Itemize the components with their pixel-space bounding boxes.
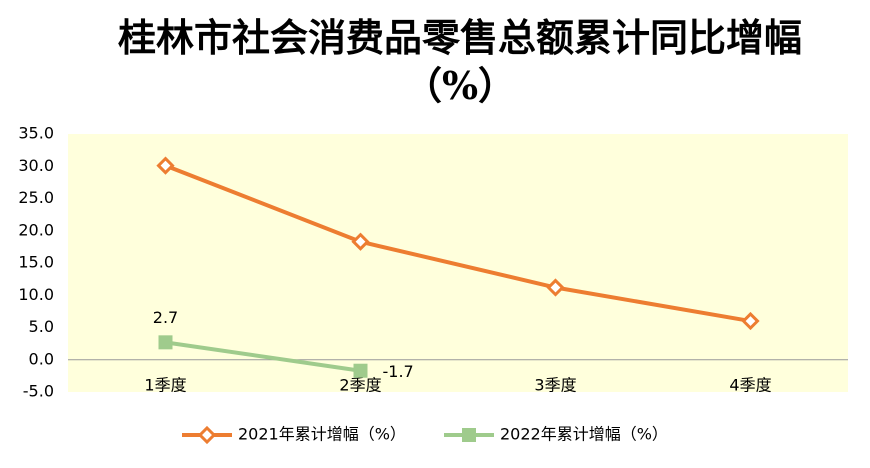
x-tick-label: 3季度	[534, 375, 576, 394]
data-label: -1.7	[383, 362, 414, 381]
legend-marker	[197, 425, 217, 445]
y-tick-label: 5.0	[29, 317, 54, 336]
legend-marker	[462, 428, 476, 442]
legend-label: 2021年累计增幅（%）	[238, 425, 406, 444]
x-tick-label: 2季度	[339, 375, 381, 394]
y-tick-label: 25.0	[18, 188, 54, 207]
marker	[158, 335, 173, 350]
line	[165, 340, 361, 373]
y-tick-label: 20.0	[18, 220, 54, 239]
line	[164, 163, 751, 324]
chart-title: 桂林市社会消费品零售总额累计同比增幅（%）	[117, 15, 802, 108]
marker	[351, 232, 370, 251]
marker	[741, 311, 760, 331]
y-tick-label: 10.0	[18, 285, 54, 304]
y-tick-label: 35.0	[18, 124, 54, 143]
marker	[156, 156, 175, 175]
x-tick-label: 4季度	[729, 375, 771, 394]
y-tick-label: 15.0	[18, 253, 54, 272]
data-label: 2.7	[153, 308, 178, 327]
marker	[353, 363, 368, 378]
marker	[546, 278, 565, 297]
legend-label: 2022年累计增幅（%）	[500, 425, 668, 444]
y-tick-label: 0.0	[29, 349, 54, 368]
y-tick-label: -5.0	[23, 382, 54, 401]
x-tick-label: 1季度	[144, 375, 186, 394]
y-tick-label: 30.0	[18, 156, 54, 175]
